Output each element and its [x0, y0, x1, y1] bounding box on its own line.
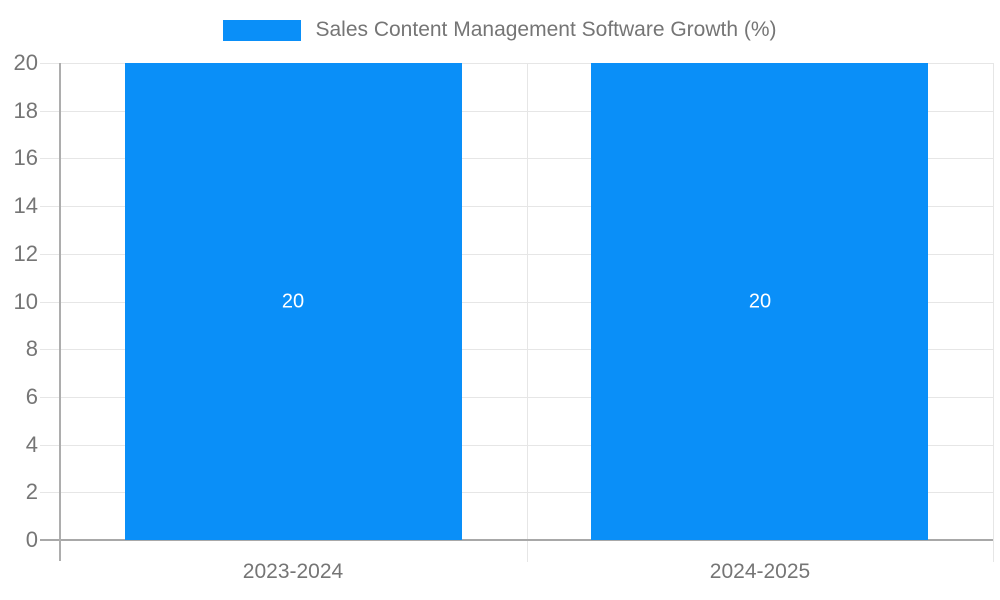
legend-label: Sales Content Management Software Growth…	[315, 18, 777, 41]
bar-value-label: 20	[281, 290, 305, 313]
y-gridline	[40, 254, 993, 255]
y-axis-tick-label: 12	[13, 241, 38, 266]
y-axis-tick-label: 2	[25, 479, 38, 504]
y-gridline	[40, 302, 993, 303]
y-axis-tick-label: 18	[13, 98, 38, 123]
y-gridline	[40, 63, 993, 64]
x-axis-category-label: 2023-2024	[242, 560, 344, 583]
y-gridline	[40, 206, 993, 207]
y-gridline	[40, 492, 993, 493]
y-gridline	[40, 111, 993, 112]
y-axis-tick-label: 16	[13, 145, 38, 170]
y-axis-tick-label: 0	[25, 527, 38, 552]
category-separator-line	[993, 63, 994, 562]
y-gridline	[40, 349, 993, 350]
legend-swatch	[223, 19, 302, 41]
y-gridline	[40, 397, 993, 398]
y-axis-line	[59, 63, 61, 561]
y-axis-tick-label: 14	[13, 193, 38, 218]
legend[interactable]: Sales Content Management Software Growth…	[0, 18, 1000, 42]
bar[interactable]	[125, 63, 462, 540]
bar[interactable]	[591, 63, 928, 540]
category-separator-line	[527, 63, 528, 562]
bar-value-label: 20	[748, 290, 772, 313]
y-axis-tick-label: 4	[25, 432, 38, 457]
y-gridline	[40, 445, 993, 446]
y-gridline	[40, 158, 993, 159]
x-axis-line	[40, 539, 993, 541]
x-axis-category-label: 2024-2025	[709, 560, 811, 583]
y-axis-tick-label: 8	[25, 336, 38, 361]
y-axis-tick-label: 10	[13, 289, 38, 314]
y-axis-tick-label: 20	[13, 50, 38, 75]
y-axis-tick-label: 6	[25, 384, 38, 409]
